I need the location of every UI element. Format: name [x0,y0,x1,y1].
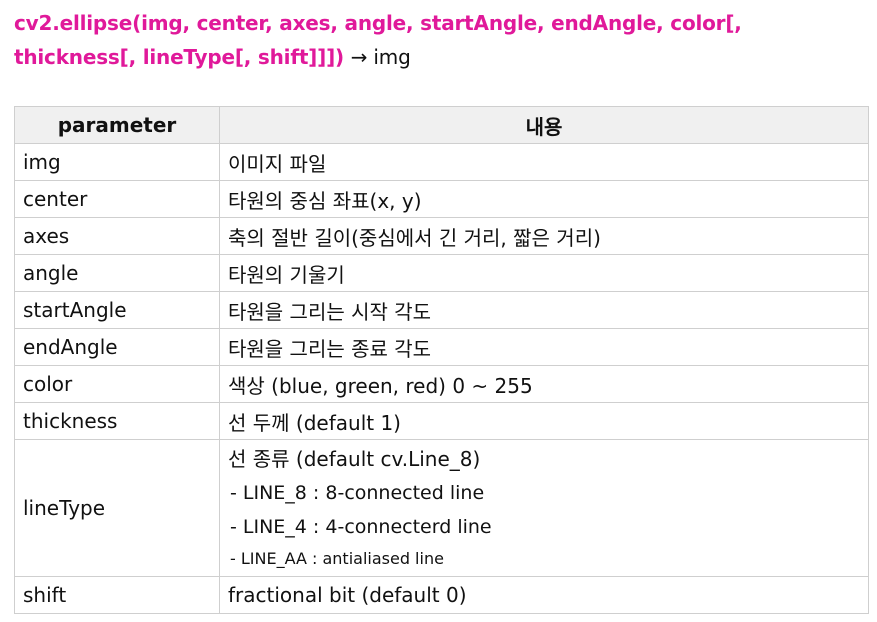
param-name: lineType [14,439,220,577]
param-desc: 색상 (blue, green, red) 0 ~ 255 [219,365,869,403]
param-desc-main: 선 종류 (default cv.Line_8) [228,447,481,471]
table-header-row: parameter 내용 [14,106,869,144]
table-row: startAngle 타원을 그리는 시작 각도 [14,291,869,329]
param-desc-sub-item: - LINE_4 : 4-connecterd line [230,516,492,538]
param-name: shift [14,576,220,614]
param-desc: 타원을 그리는 종료 각도 [219,328,869,366]
param-desc: 타원의 기울기 [219,254,869,292]
param-desc: 이미지 파일 [219,143,869,181]
function-signature: cv2.ellipse(img, center, axes, angle, st… [14,6,864,74]
signature-returns: → img [350,45,411,69]
table-row: endAngle 타원을 그리는 종료 각도 [14,328,869,366]
param-desc-sub-item: - LINE_AA : antialiased line [230,549,444,568]
param-desc: 축의 절반 길이(중심에서 긴 거리, 짧은 거리) [219,217,869,255]
param-name: startAngle [14,291,220,329]
param-desc: 선 두께 (default 1) [219,402,869,440]
param-name: angle [14,254,220,292]
table-row: shift fractional bit (default 0) [14,576,869,614]
param-name: endAngle [14,328,220,366]
table-row: axes 축의 절반 길이(중심에서 긴 거리, 짧은 거리) [14,217,869,255]
table-row: color 색상 (blue, green, red) 0 ~ 255 [14,365,869,403]
param-desc: 선 종류 (default cv.Line_8) - LINE_8 : 8-co… [219,439,869,577]
param-desc: fractional bit (default 0) [219,576,869,614]
param-desc: 타원을 그리는 시작 각도 [219,291,869,329]
table-row: img 이미지 파일 [14,143,869,181]
parameter-table: parameter 내용 img 이미지 파일 center 타원의 중심 좌표… [14,106,869,614]
signature-call: cv2.ellipse(img, center, axes, angle, st… [14,11,742,69]
table-row: angle 타원의 기울기 [14,254,869,292]
header-parameter: parameter [14,106,220,144]
param-name: thickness [14,402,220,440]
param-desc-sub-item: - LINE_8 : 8-connected line [230,482,485,504]
table-row: lineType 선 종류 (default cv.Line_8) - LINE… [14,439,869,577]
table-row: thickness 선 두께 (default 1) [14,402,869,440]
param-name: color [14,365,220,403]
param-name: axes [14,217,220,255]
param-desc: 타원의 중심 좌표(x, y) [219,180,869,218]
table-row: center 타원의 중심 좌표(x, y) [14,180,869,218]
param-name: img [14,143,220,181]
header-description: 내용 [219,106,869,144]
param-name: center [14,180,220,218]
